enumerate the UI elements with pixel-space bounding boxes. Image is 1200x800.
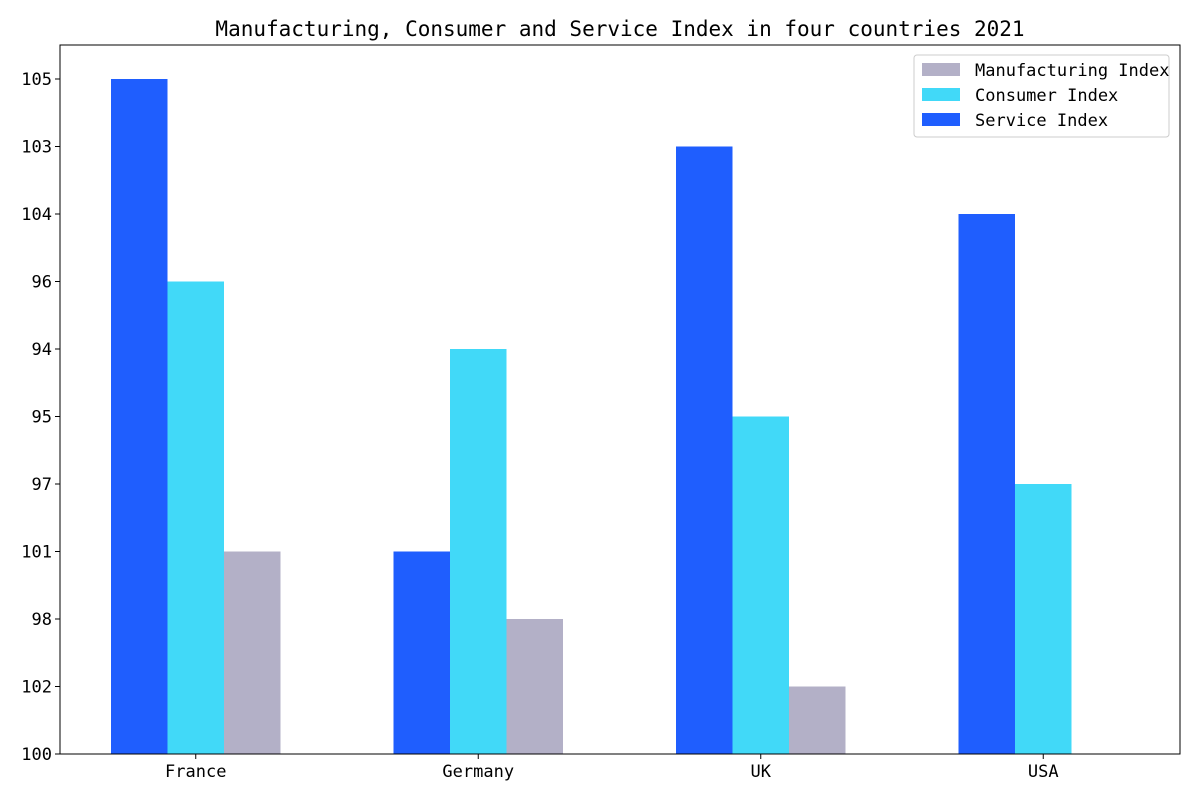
x-tick-label: USA: [1028, 762, 1059, 782]
y-tick-label: 96: [32, 273, 52, 293]
y-tick-label: 94: [32, 340, 52, 360]
bar-consumer-index-usa: [1015, 484, 1072, 754]
plot-area: 100 102 98 101 97 95 94 96 104 103 105 France German…: [21, 70, 1072, 782]
y-tick-label: 101: [21, 543, 52, 563]
bar-manufacturing-index-germany: [506, 619, 563, 754]
bar-service-index-france: [111, 79, 168, 754]
y-tick-label: 103: [21, 138, 52, 158]
y-tick-label: 104: [21, 205, 52, 225]
x-tick-label: UK: [751, 762, 772, 782]
bar-manufacturing-index-uk: [789, 686, 846, 754]
bar-consumer-index-uk: [732, 416, 789, 754]
legend-swatch: [922, 63, 960, 76]
bar-consumer-index-germany: [450, 349, 507, 754]
bar-service-index-usa: [958, 214, 1015, 754]
legend-label: Consumer Index: [975, 86, 1118, 106]
y-tick-label: 97: [32, 475, 52, 495]
legend-swatch: [922, 113, 960, 126]
legend-box: [913, 54, 1170, 138]
y-tick-label: 102: [21, 678, 52, 698]
bar-consumer-index-france: [167, 281, 224, 754]
bar-manufacturing-index-france: [224, 551, 281, 754]
y-tick-label: 100: [21, 745, 52, 765]
y-tick-label: 95: [32, 408, 52, 428]
plot-frame: [59, 44, 1181, 755]
chart-title: Manufacturing, Consumer and Service Inde…: [215, 17, 1024, 41]
legend-label: Service Index: [975, 111, 1108, 131]
bar-service-index-germany: [393, 551, 450, 754]
legend-swatch: [922, 88, 960, 101]
y-tick-label: 98: [32, 610, 52, 630]
legend: Manufacturing Index Consumer Index Service…: [913, 54, 1170, 138]
x-tick-label: France: [165, 762, 226, 782]
bar-service-index-uk: [676, 146, 733, 754]
y-tick-label: 105: [21, 70, 52, 90]
x-tick-label: Germany: [442, 762, 514, 782]
legend-label: Manufacturing Index: [975, 61, 1169, 81]
